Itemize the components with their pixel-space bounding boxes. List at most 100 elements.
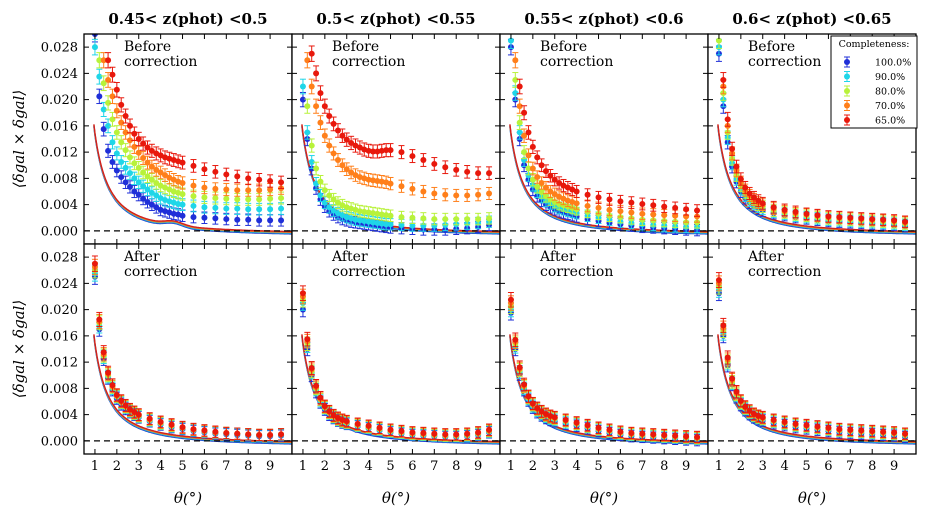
x-tick-label: 9 (682, 459, 690, 474)
data-point (278, 179, 285, 186)
data-point (135, 179, 142, 186)
row-label-line2: correction (124, 264, 197, 280)
column-title: 0.6< z(phot) <0.65 (732, 10, 891, 28)
data-point (168, 421, 175, 428)
data-point (683, 433, 690, 440)
data-point (365, 218, 372, 225)
data-point (131, 409, 138, 415)
data-point (507, 296, 514, 303)
data-point (814, 423, 821, 430)
data-point (606, 196, 613, 203)
data-point (715, 277, 722, 284)
x-tick-label: 4 (364, 459, 372, 474)
data-point (742, 184, 749, 191)
data-point (617, 198, 624, 205)
data-point (650, 211, 657, 218)
data-point (140, 140, 147, 147)
data-point (100, 126, 107, 133)
data-point (733, 388, 740, 395)
legend-entry-label: 80.0% (875, 87, 905, 98)
panel-plot-area (292, 285, 500, 445)
data-point (144, 186, 151, 193)
data-point (113, 129, 120, 136)
data-point (431, 430, 438, 437)
data-point (330, 150, 337, 157)
data-point (781, 418, 788, 425)
data-point (387, 147, 394, 154)
data-point (118, 174, 125, 181)
data-point (223, 195, 230, 202)
data-point (135, 136, 142, 142)
data-point (891, 429, 898, 436)
data-point (750, 194, 757, 201)
data-point (131, 143, 138, 150)
data-point (308, 158, 315, 165)
x-tick-label: 8 (452, 459, 460, 474)
y-tick-label: 0.024 (41, 67, 78, 82)
data-point (144, 159, 151, 166)
data-point (486, 426, 493, 433)
data-point (409, 429, 416, 436)
data-point (521, 149, 528, 156)
data-point (617, 428, 624, 435)
data-point (551, 414, 558, 421)
y-tick-label: 0.020 (41, 93, 78, 108)
data-point (486, 215, 493, 222)
data-point (639, 200, 646, 207)
row-label-line1: Before (540, 39, 587, 55)
x-tick-label: 7 (430, 459, 438, 474)
data-point (118, 101, 125, 108)
data-point (365, 209, 372, 216)
data-point (661, 203, 668, 210)
series-65-percent (308, 45, 493, 180)
y-axis-labels: ⟨δgal × δgal⟩ ⟨δgal × δgal⟩ (10, 90, 28, 399)
data-point (409, 185, 416, 192)
x-tick-label: 3 (135, 459, 143, 474)
x-tick-label: 3 (343, 459, 351, 474)
data-point (96, 73, 103, 80)
data-point (267, 195, 274, 202)
legend-marker (844, 73, 850, 80)
data-point (606, 426, 613, 433)
data-point (551, 191, 558, 198)
data-point (109, 382, 116, 389)
data-point (825, 424, 832, 431)
y-tick-label: 0.024 (41, 277, 78, 292)
data-point (308, 142, 315, 149)
data-point (534, 405, 541, 412)
data-point (516, 83, 523, 90)
data-point (902, 430, 909, 437)
data-point (387, 426, 394, 433)
data-point (118, 139, 125, 146)
row-label-line2: correction (748, 264, 821, 280)
data-point (573, 419, 580, 426)
data-point (694, 433, 701, 440)
y-tick-label: 0.028 (41, 41, 78, 56)
data-point (869, 428, 876, 435)
data-point (356, 217, 363, 224)
data-point (122, 179, 129, 186)
data-point (122, 147, 129, 154)
data-point (442, 191, 449, 198)
data-point (398, 214, 405, 221)
x-tick-label: 6 (408, 459, 416, 474)
data-point (278, 205, 285, 212)
data-point (113, 391, 120, 398)
data-point (179, 424, 186, 431)
data-point (148, 201, 155, 208)
data-point (374, 148, 381, 155)
panel-plot-area (500, 34, 708, 237)
data-point (628, 430, 635, 436)
data-point (880, 216, 887, 223)
panel-before-1: 0.000 0.004 0.008 0.012 0.016 0.020 0.024 0.028… (41, 33, 293, 245)
data-point (628, 209, 635, 216)
data-point (836, 214, 843, 221)
legend-marker (844, 102, 850, 109)
x-tick-label: 6 (616, 459, 624, 474)
data-point (317, 119, 324, 126)
data-point (343, 166, 350, 173)
data-point (162, 172, 169, 179)
x-tick-label: 6 (200, 459, 208, 474)
data-point (96, 316, 103, 323)
data-point (212, 428, 219, 435)
